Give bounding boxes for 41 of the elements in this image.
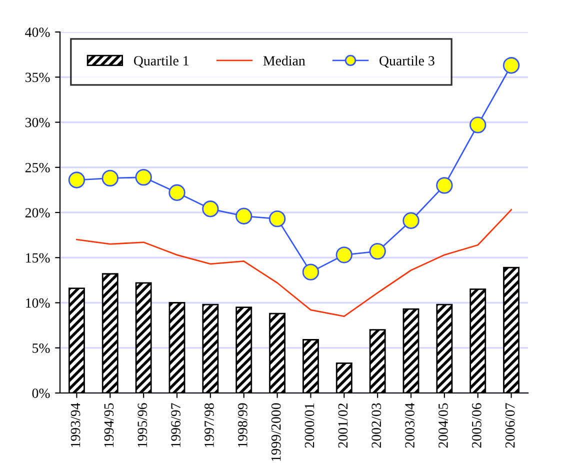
x-tick-label: 2003/04 — [405, 402, 414, 448]
y-tick-label: 30% — [25, 118, 50, 128]
point — [236, 208, 252, 224]
point — [336, 246, 352, 264]
y-tick-label: 35% — [25, 72, 50, 82]
point — [68, 172, 86, 188]
x-tick-label: 1995/96 — [138, 403, 148, 448]
x-tick-label: 1999/2000 — [271, 403, 281, 461]
point — [402, 212, 420, 229]
x-tick-label: 2000/01 — [304, 404, 314, 448]
line-series — [76, 209, 512, 317]
x-tick-label: 2002/03 — [372, 403, 382, 448]
x-tick-label: 1993/94 — [70, 402, 80, 448]
x-tick-label: 1994/95 — [104, 403, 114, 448]
legend-label: Median — [263, 56, 306, 66]
x-tick-label: 2005/06 — [472, 403, 482, 448]
point — [268, 210, 286, 228]
y-tick-label: 10% — [26, 298, 50, 308]
point — [202, 200, 219, 218]
point — [470, 116, 486, 134]
x-tick-label: 1996/97 — [171, 403, 180, 448]
point — [302, 264, 320, 280]
x-tick-label: 1998/99 — [238, 403, 248, 448]
point — [102, 170, 118, 187]
y-tick-label: 20% — [25, 208, 50, 218]
point — [135, 168, 152, 186]
point — [502, 57, 520, 74]
y-tick-label: 15% — [26, 253, 50, 263]
point — [436, 177, 453, 194]
y-tick-label: 5% — [32, 343, 50, 353]
y-tick-label: 40% — [25, 28, 50, 37]
x-tick-label: 2004/05 — [438, 403, 448, 448]
x-tick-label: 2006/07 — [505, 403, 515, 448]
legend-label: Quartile 1 — [134, 56, 188, 68]
x-tick-label: 1997/98 — [204, 403, 214, 448]
y-tick-label: 0% — [32, 388, 50, 398]
x-tick-label: 2001/02 — [338, 403, 348, 448]
legend-label: Quartile 3 — [380, 56, 434, 68]
y-tick-label: 25% — [25, 162, 50, 172]
point — [369, 242, 386, 260]
point — [168, 184, 186, 201]
